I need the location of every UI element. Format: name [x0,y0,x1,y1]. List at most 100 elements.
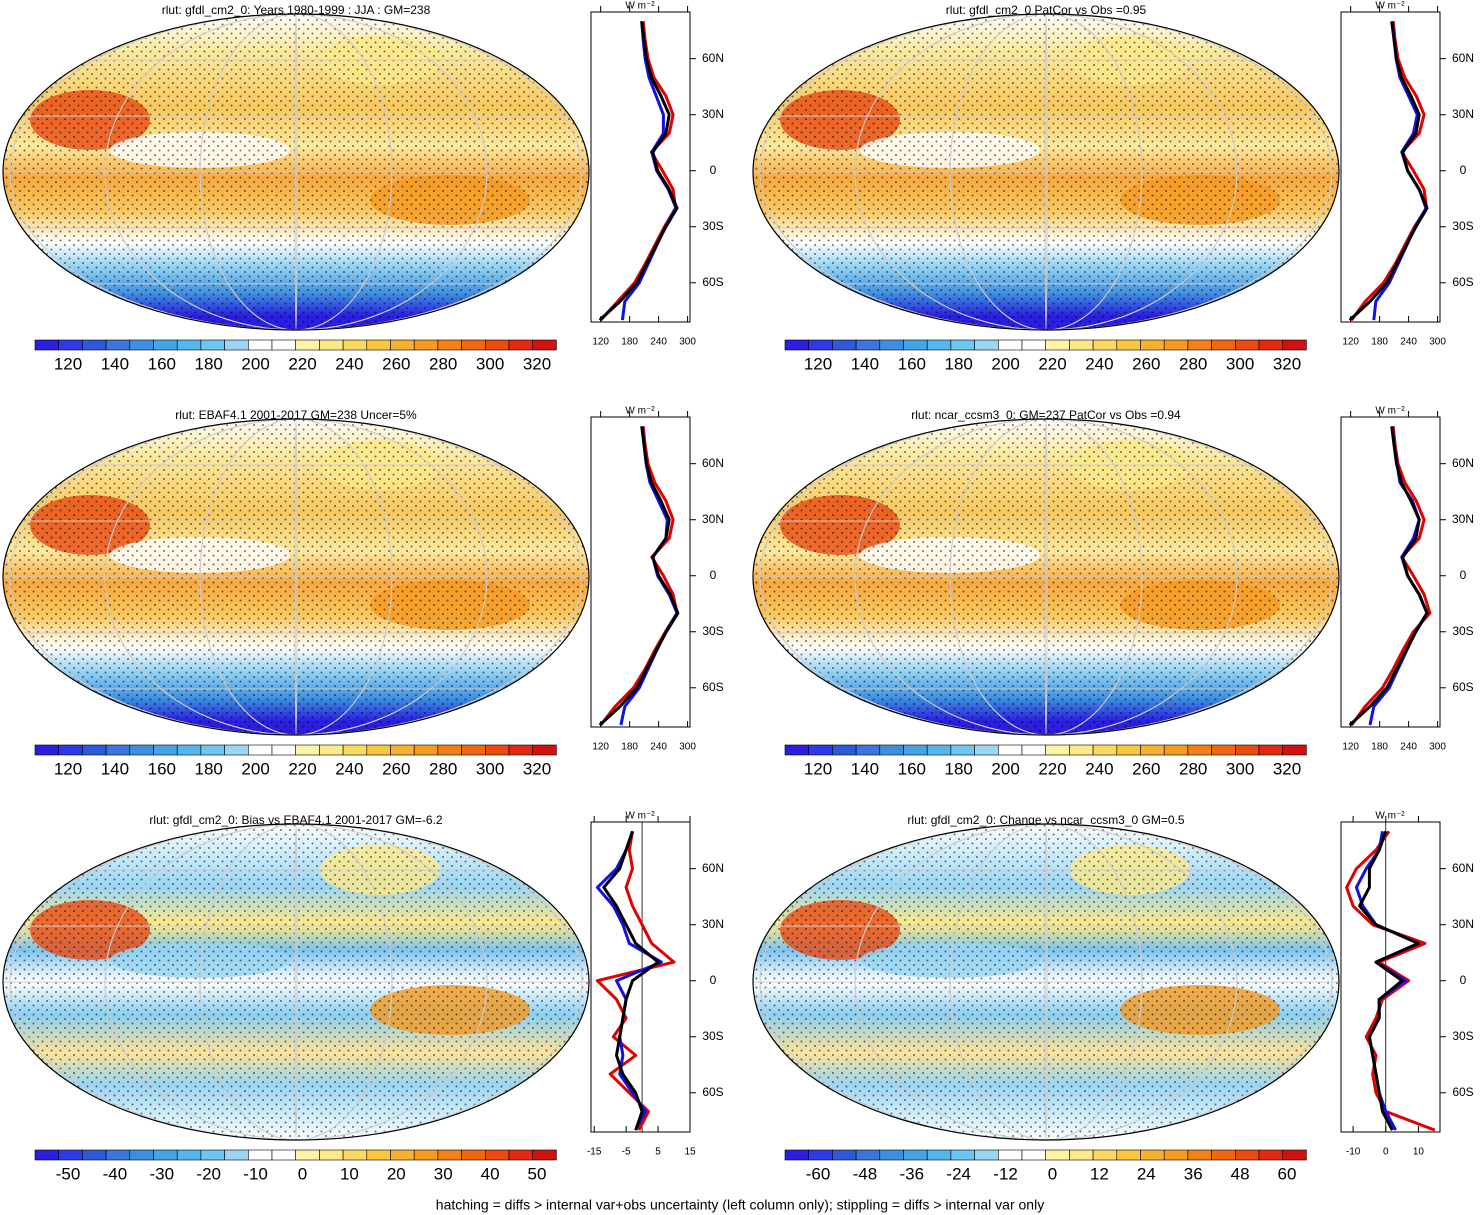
graticule [854,419,1238,735]
colorbar-box [998,744,1023,756]
colorbar-box [903,339,928,351]
profile-line [595,831,676,1131]
panel: rlut: gfdl_cm2_0 PatCor vs Obs =0.95 120 1… [752,1,1474,373]
colorbar-label: 220 [1038,759,1066,778]
colorbar-label: 50 [528,1164,547,1183]
y-tick-label: 60N [702,861,724,875]
colorbar-box [58,744,83,756]
colorbar-box [974,744,999,756]
graticule [1044,419,1048,735]
colorbar-box [832,1149,857,1161]
map-border [2,13,590,331]
colorbar-label: -12 [993,1164,1018,1183]
colorbar-box [1140,1149,1165,1161]
x-tick-label: 0 [1383,1147,1389,1158]
colorbar-box [390,1149,415,1161]
colorbar-box [153,339,178,351]
colorbar-box [950,339,975,351]
profile-line [598,21,679,322]
graticule [199,419,393,735]
panel: rlut: gfdl_cm2_0: Years 1980-1999 : JJA … [2,1,724,373]
x-tick-label: 180 [1371,742,1388,753]
y-tick-label: 30S [1452,219,1473,233]
colorbar-label: 260 [1132,354,1160,373]
profile-frame [590,821,691,1133]
colorbar-box [950,1149,975,1161]
colorbar-box [342,1149,368,1161]
panel: rlut: EBAF4.1 2001-2017 GM=238 Uncer=5% 1… [2,406,724,778]
x-tick-label: 120 [1342,337,1359,348]
colorbar-box [998,339,1023,351]
colorbar-box [855,744,881,756]
graticule [104,824,488,1140]
colorbar-box [926,744,952,756]
colorbar-box [461,339,486,351]
colorbar-box [808,339,833,351]
colorbar-label: 260 [1132,759,1160,778]
colorbar-label: 240 [335,354,363,373]
colorbar-box [1187,339,1212,351]
x-tick-label: 120 [592,337,609,348]
graticule [9,419,583,735]
y-tick-label: 30S [702,1029,723,1043]
colorbar-label: 30 [434,1164,453,1183]
colorbar-label: -24 [946,1164,971,1183]
colorbar-box [129,744,154,756]
colorbar-box [105,339,131,351]
x-tick-label: 300 [679,337,696,348]
y-tick-label: 60N [1452,861,1474,875]
colorbar-label: -40 [103,1164,128,1183]
x-tick-label: -15 [587,1147,602,1158]
y-tick-label: 60N [1452,51,1474,65]
y-tick-label: 60S [1452,275,1473,289]
colorbar-box [224,744,249,756]
colorbar-box [176,339,202,351]
colorbar-label: 12 [1090,1164,1109,1183]
colorbar-box [437,744,462,756]
profile-unit: W m⁻² [625,1,655,12]
colorbar-label: 300 [476,354,504,373]
profile-frame [590,11,691,323]
y-tick-label: 30S [702,624,723,638]
colorbar-box [784,1149,810,1161]
profile-unit: W m⁻² [1375,406,1405,417]
y-tick-label: 30S [1452,624,1473,638]
colorbar-label: 10 [340,1164,359,1183]
x-tick-label: 300 [1429,742,1446,753]
colorbar-label: 180 [945,759,973,778]
colorbar-label: -50 [56,1164,81,1183]
graticule [759,419,1333,735]
panel-title: rlut: EBAF4.1 2001-2017 GM=238 Uncer=5% [175,408,417,422]
colorbar-box [1069,339,1094,351]
colorbar-box [1258,339,1284,351]
colorbar-box [200,339,225,351]
y-tick-label: 30N [702,107,724,121]
panel: rlut: gfdl_cm2_0: Change vs ncar_ccsm3_0… [752,811,1474,1183]
profile-line [1348,426,1429,727]
colorbar-label: 180 [195,354,223,373]
colorbar-box [319,1149,344,1161]
x-tick-label: 300 [679,742,696,753]
colorbar-box [532,1149,557,1161]
colorbar-box [342,744,368,756]
colorbar-box [855,1149,881,1161]
colorbar-box [1163,1149,1189,1161]
map-border [752,823,1340,1141]
colorbar-box [1163,744,1189,756]
colorbar-label: 200 [991,354,1019,373]
colorbar-box [784,744,810,756]
colorbar-box [105,744,131,756]
colorbar-label: 200 [241,759,269,778]
colorbar-box [1045,339,1070,351]
profile-unit: W m⁻² [1375,811,1405,822]
colorbar-box [129,339,154,351]
colorbar-label: 140 [101,354,129,373]
colorbar-box [1211,339,1236,351]
colorbar-label: 320 [523,354,551,373]
colorbar-box [271,339,297,351]
y-tick-label: 0 [710,973,717,987]
profile-frame [1340,416,1441,728]
colorbar-box [1140,339,1165,351]
colorbar-label: 320 [1273,354,1301,373]
